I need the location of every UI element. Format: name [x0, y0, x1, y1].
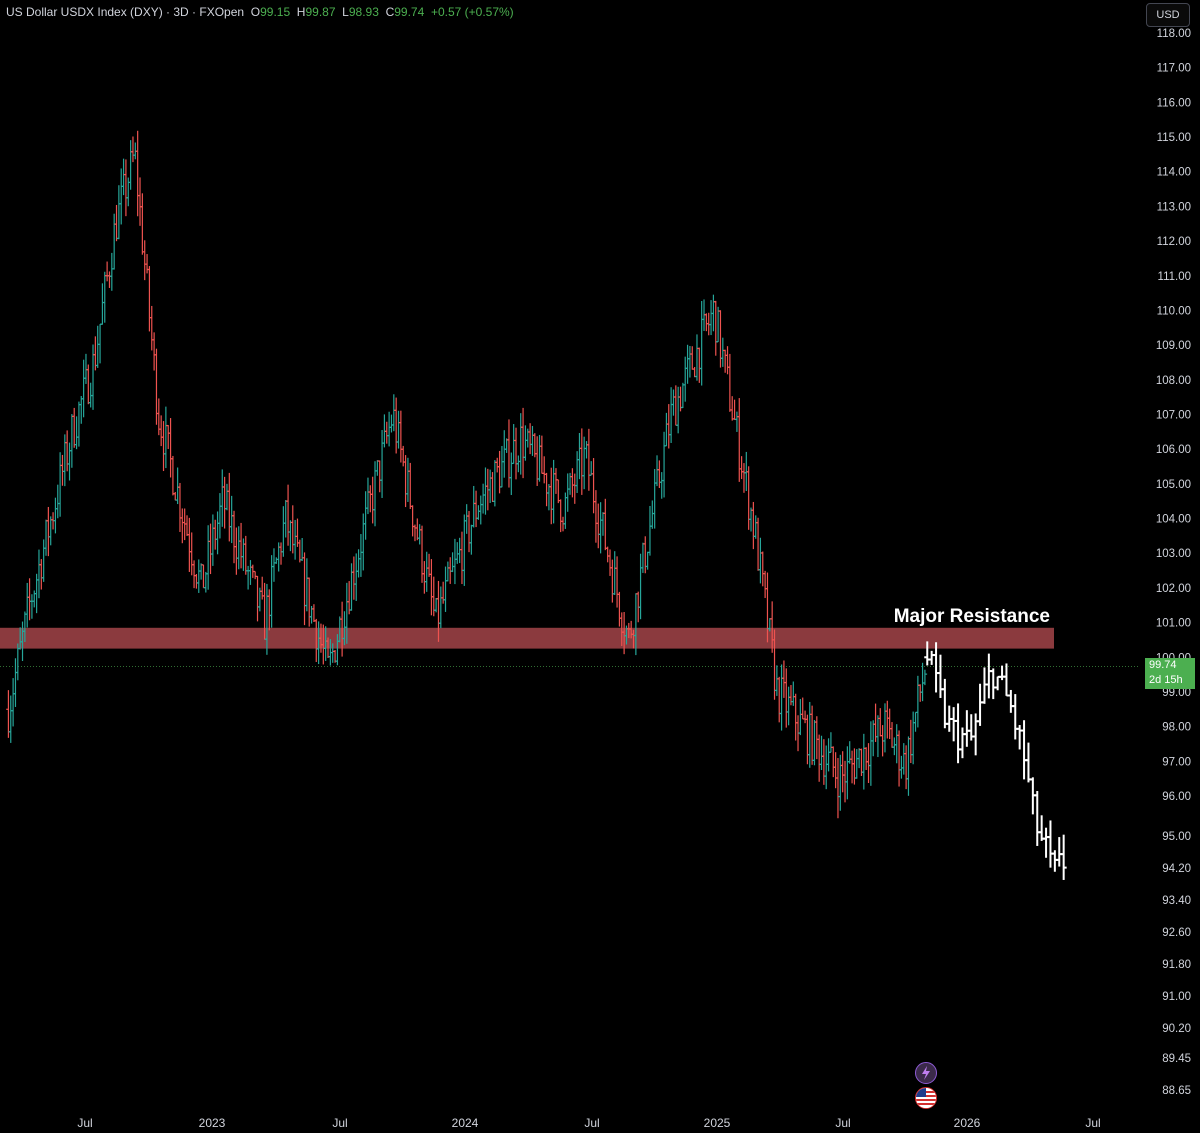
price-axis-tick: 91.80 [1162, 959, 1191, 971]
price-axis-tick: 113.00 [1157, 201, 1191, 213]
close-value: 99.74 [394, 5, 425, 19]
projection-bars [924, 641, 1067, 880]
time-axis[interactable]: Jul 2023 Jul 2024 Jul 2025 Jul 2026 Jul [77, 1116, 1100, 1130]
price-axis-tick: 89.45 [1162, 1053, 1191, 1065]
price-axis-tick: 98.00 [1162, 722, 1191, 734]
open-label: O [250, 5, 261, 19]
bar-countdown: 2d 15h [1149, 674, 1183, 687]
price-axis-tick: 90.20 [1162, 1023, 1191, 1035]
symbol-title[interactable]: US Dollar USDX Index (DXY) · 3D · FXOpen [6, 5, 245, 19]
price-axis-tick: 96.00 [1162, 791, 1191, 803]
price-axis-tick: 101.00 [1156, 618, 1191, 630]
price-axis-tick: 112.00 [1157, 236, 1191, 248]
low-value: 98.93 [348, 5, 379, 19]
last-price-tag: 99.74 2d 15h [1145, 658, 1195, 690]
price-axis-tick: 114.00 [1157, 167, 1191, 179]
price-axis-tick: 106.00 [1156, 444, 1191, 456]
time-axis-tick: Jul [332, 1116, 347, 1130]
time-axis-tick: 2025 [704, 1116, 731, 1130]
major-resistance-zone [0, 627, 1054, 649]
price-axis-tick: 104.00 [1156, 514, 1191, 526]
time-axis-tick: 2023 [199, 1116, 226, 1130]
time-axis-tick: Jul [835, 1116, 850, 1130]
time-axis-tick: Jul [77, 1116, 92, 1130]
price-axis-tick: 103.00 [1156, 548, 1191, 560]
price-axis-tick: 109.00 [1156, 340, 1191, 352]
last-price-value: 99.74 [1149, 659, 1177, 672]
price-axis-tick: 91.00 [1162, 991, 1191, 1003]
time-axis-tick: Jul [1085, 1116, 1100, 1130]
time-axis-tick: Jul [584, 1116, 599, 1130]
open-value: 99.15 [260, 5, 291, 19]
price-axis-tick: 107.00 [1156, 410, 1191, 422]
price-axis-tick: 95.00 [1162, 831, 1191, 843]
price-axis-tick: 105.00 [1156, 479, 1191, 491]
price-axis[interactable]: 118.00 117.00 116.00 115.00 114.00 113.00 112.… [1156, 28, 1191, 1097]
major-resistance-label: Major Resistance [894, 606, 1050, 627]
ohlc-bars [6, 130, 928, 819]
close-label: C [385, 5, 395, 19]
high-label: H [296, 5, 306, 19]
symbol-header: US Dollar USDX Index (DXY) · 3D · FXOpen… [6, 5, 514, 19]
price-axis-tick: 110.00 [1157, 305, 1191, 317]
low-label: L [342, 5, 349, 19]
us-flag-icon[interactable] [915, 1087, 937, 1109]
price-axis-tick: 99.00 [1162, 687, 1191, 699]
price-axis-tick: 116.00 [1157, 97, 1191, 109]
time-axis-tick: 2024 [452, 1116, 479, 1130]
price-axis-tick: 94.20 [1162, 863, 1191, 875]
time-axis-tick: 2026 [954, 1116, 981, 1130]
high-value: 99.87 [305, 5, 336, 19]
price-axis-tick: 117.00 [1157, 63, 1191, 75]
change-value: +0.57 (+0.57%) [430, 5, 514, 19]
lightning-icon[interactable] [915, 1062, 937, 1084]
price-axis-tick: 108.00 [1156, 375, 1191, 387]
price-axis-tick: 115.00 [1157, 132, 1191, 144]
price-axis-tick: 97.00 [1162, 756, 1191, 768]
currency-button[interactable]: USD [1146, 3, 1190, 27]
price-axis-tick: 102.00 [1156, 583, 1191, 595]
price-axis-tick: 92.60 [1162, 927, 1191, 939]
price-axis-tick: 111.00 [1158, 271, 1191, 283]
price-axis-tick: 118.00 [1157, 28, 1191, 40]
price-axis-tick: 88.65 [1162, 1085, 1191, 1097]
price-axis-tick: 93.40 [1162, 895, 1191, 907]
